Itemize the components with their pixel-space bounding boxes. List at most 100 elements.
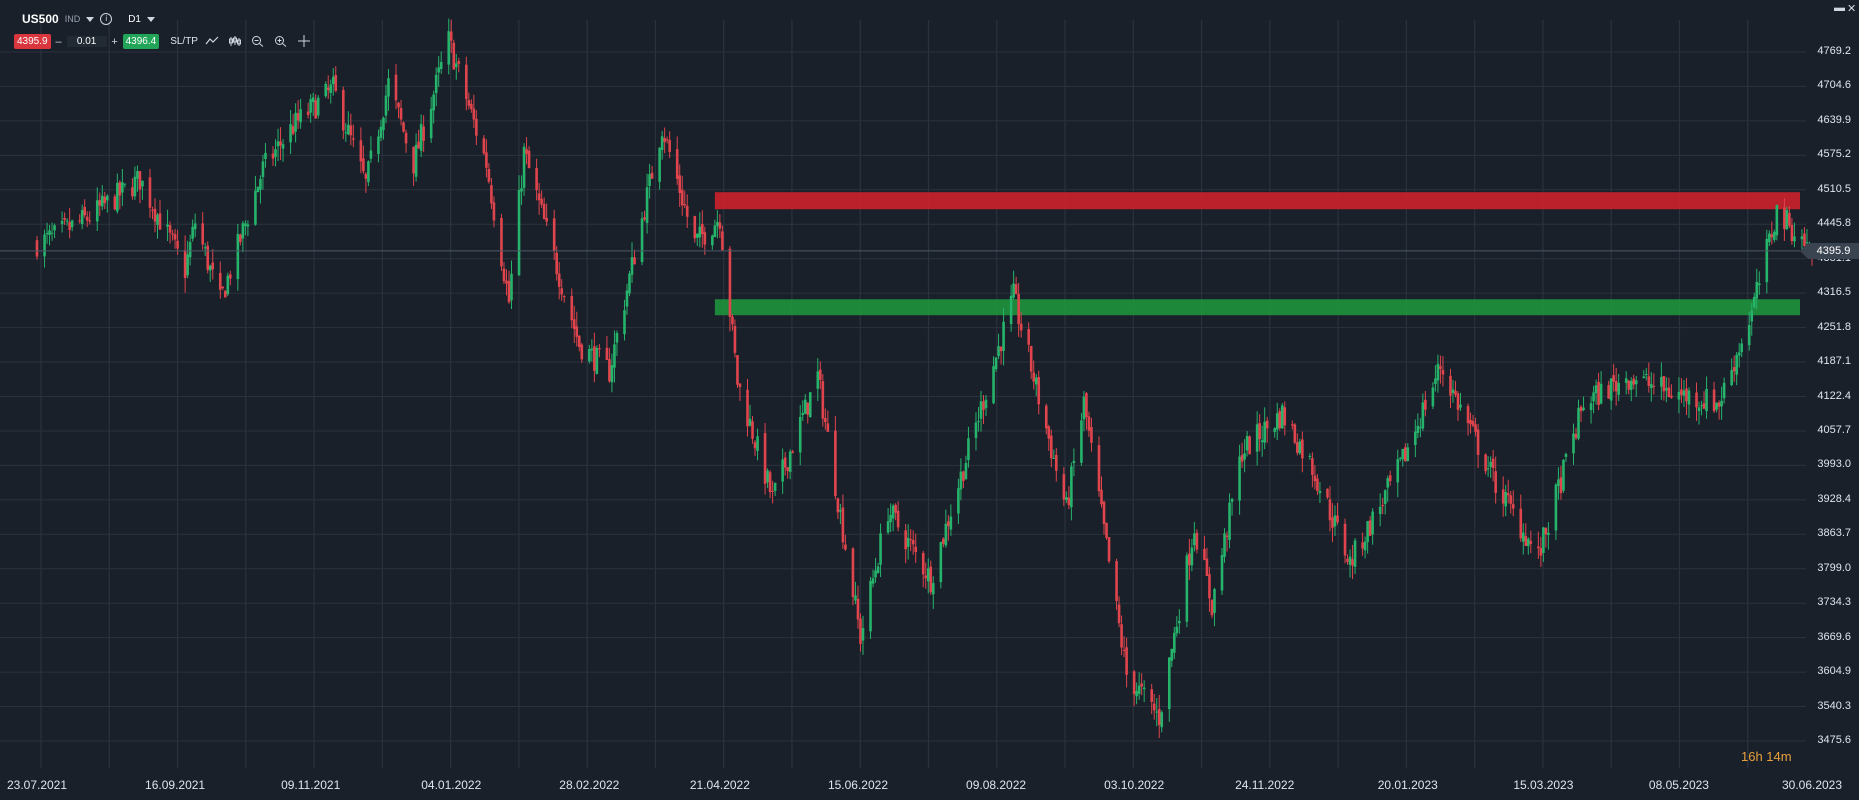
candle-up: [596, 348, 599, 374]
candle-down: [1540, 548, 1543, 556]
candle-down: [739, 384, 742, 387]
timeframe-selector[interactable]: D1: [128, 14, 141, 25]
candle-down: [1068, 498, 1071, 505]
candle-down: [452, 43, 455, 70]
close-icon[interactable]: ✕: [1847, 2, 1856, 15]
candle-up: [437, 67, 440, 72]
y-tick-label: 3475.6: [1817, 734, 1851, 746]
candle-up: [950, 517, 953, 530]
sltp-button[interactable]: SL/TP: [170, 36, 198, 47]
zoom-in-icon[interactable]: [274, 35, 290, 49]
candle-down: [704, 232, 707, 244]
candle-down: [1472, 421, 1475, 426]
candle-up: [387, 78, 390, 96]
candle-up: [1755, 282, 1758, 299]
candle-down: [1469, 420, 1472, 424]
candle-down: [1663, 376, 1666, 391]
minimize-icon[interactable]: ▬: [1834, 2, 1845, 14]
candle-up: [997, 346, 1000, 356]
candle-down: [1494, 471, 1497, 493]
decrease-volume-button[interactable]: –: [54, 36, 64, 48]
candle-down: [1098, 445, 1101, 491]
candle-up: [927, 568, 930, 581]
candle-up: [156, 215, 159, 225]
candle-down: [1055, 455, 1058, 471]
candle-up: [1793, 236, 1796, 241]
buy-price-button[interactable]: 4396.4: [123, 34, 160, 49]
candle-up: [66, 220, 69, 221]
candle-down: [1278, 411, 1281, 428]
x-tick-label: 21.04.2022: [690, 778, 750, 792]
y-tick-label: 4251.8: [1817, 321, 1851, 333]
candle-down: [1291, 424, 1294, 425]
y-tick-label: 4316.5: [1817, 286, 1851, 298]
chevron-down-icon[interactable]: [86, 17, 94, 22]
symbol-label[interactable]: US500: [22, 12, 59, 26]
candle-down: [412, 147, 415, 174]
candle-up: [1193, 533, 1196, 545]
candle-down: [1351, 559, 1354, 565]
candle-down: [791, 451, 794, 453]
candle-up: [194, 223, 197, 229]
candle-up: [967, 438, 970, 460]
candle-down: [1524, 536, 1527, 546]
candle-up: [523, 147, 526, 188]
candle-down: [535, 168, 538, 190]
candle-up: [1170, 649, 1173, 661]
candle-down: [1597, 382, 1600, 405]
chevron-down-icon[interactable]: [147, 17, 155, 22]
support-zone: [715, 299, 1800, 315]
candle-down: [668, 140, 671, 152]
y-tick-label: 3669.6: [1817, 631, 1851, 643]
increase-volume-button[interactable]: +: [110, 36, 120, 48]
candle-up: [1720, 401, 1723, 407]
candle-down: [63, 218, 66, 220]
zoom-out-icon[interactable]: [251, 35, 267, 49]
candle-up: [1231, 499, 1234, 502]
candle-up: [1740, 344, 1743, 353]
candle-up: [623, 310, 626, 334]
candle-down: [746, 390, 749, 426]
candle-up: [317, 98, 320, 116]
candle-down: [450, 31, 453, 40]
candle-down: [1336, 516, 1339, 523]
candle-up: [631, 257, 634, 275]
candle-down: [1344, 524, 1347, 556]
candle-up: [699, 227, 702, 238]
candle-up: [1527, 539, 1530, 546]
candle-up: [1256, 424, 1259, 451]
candle-down: [1361, 542, 1364, 548]
candle-up: [53, 225, 56, 230]
line-chart-icon[interactable]: [205, 35, 221, 49]
volume-input[interactable]: 0.01: [67, 36, 107, 47]
sell-price-button[interactable]: 4395.9: [14, 34, 51, 49]
candle-down: [1477, 430, 1480, 455]
candle-down: [327, 88, 330, 91]
candle-up: [257, 187, 260, 192]
candle-down: [982, 401, 985, 410]
candle-up: [1630, 381, 1633, 390]
candle-down: [1545, 528, 1548, 535]
candle-up: [1246, 436, 1249, 450]
candle-up: [854, 595, 857, 600]
candle-up: [1173, 633, 1176, 653]
candle-down: [405, 133, 408, 144]
candle-up: [382, 118, 385, 130]
candle-up: [995, 358, 998, 370]
candle-down: [159, 213, 162, 229]
candle-up: [960, 472, 963, 490]
x-tick-label: 08.05.2023: [1649, 778, 1709, 792]
x-tick-label: 04.01.2022: [421, 778, 481, 792]
candle-down: [88, 220, 91, 221]
candle-down: [1248, 437, 1251, 455]
candle-down: [139, 171, 142, 189]
info-icon[interactable]: i: [100, 13, 112, 25]
candle-up: [264, 153, 267, 159]
crosshair-icon[interactable]: [297, 35, 313, 49]
candle-up: [1555, 485, 1558, 531]
y-tick-label: 3928.4: [1817, 493, 1851, 505]
candle-up: [141, 181, 144, 187]
candle-up: [628, 274, 631, 294]
indicators-icon[interactable]: [228, 35, 244, 49]
